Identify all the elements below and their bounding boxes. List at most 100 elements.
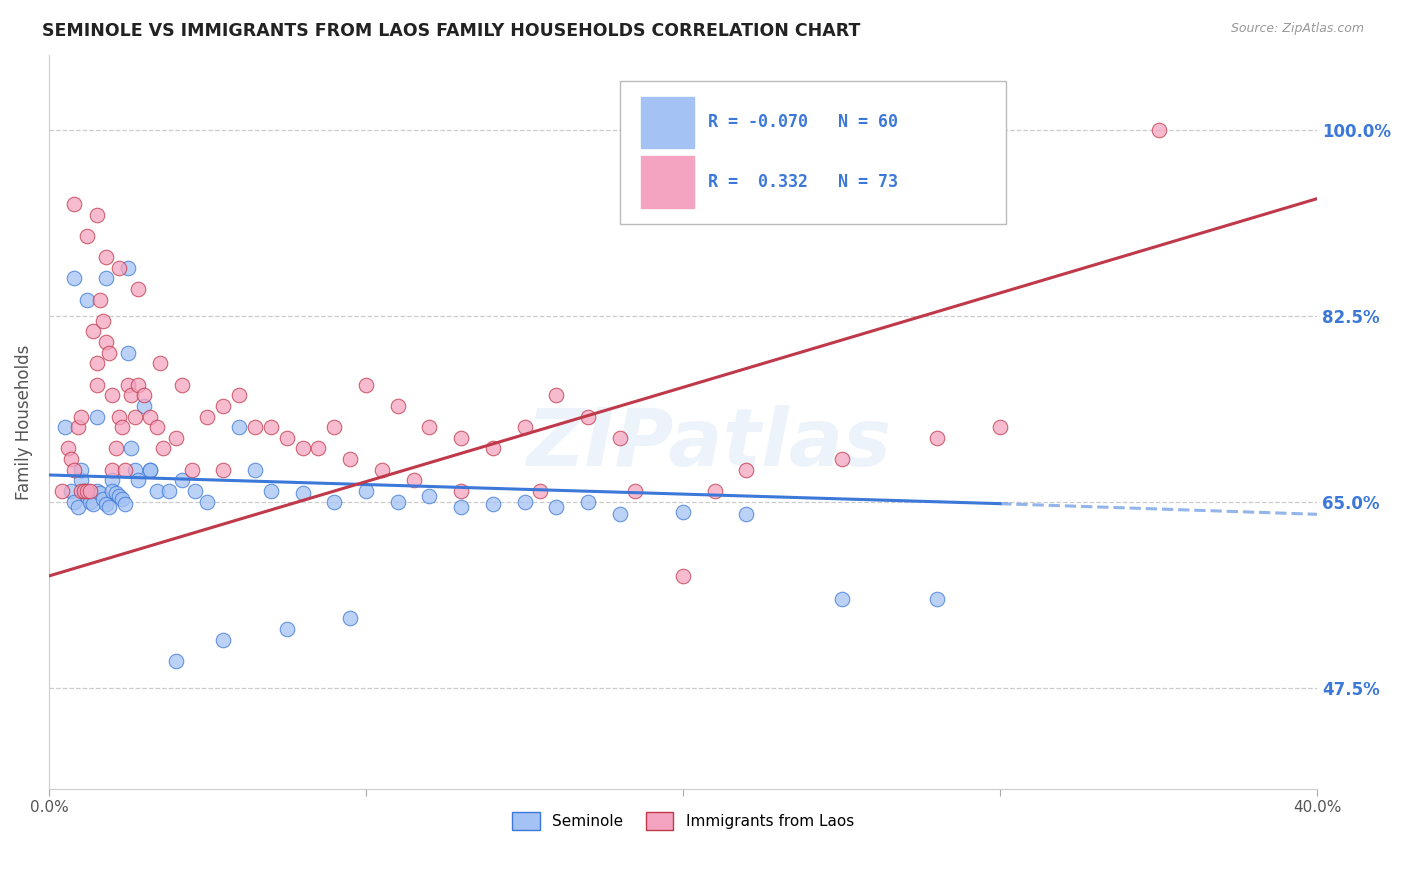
Point	[212, 463, 235, 477]
Point	[925, 431, 948, 445]
Point	[197, 494, 219, 508]
Point	[69, 473, 91, 487]
Point	[101, 483, 124, 498]
Point	[513, 420, 536, 434]
Legend: Seminole, Immigrants from Laos: Seminole, Immigrants from Laos	[506, 806, 860, 836]
Point	[276, 622, 298, 636]
Point	[339, 611, 361, 625]
Point	[831, 592, 853, 607]
Point	[735, 463, 758, 477]
Point	[111, 492, 134, 507]
Point	[76, 228, 98, 243]
Point	[735, 508, 758, 522]
Point	[98, 345, 121, 359]
Point	[228, 420, 250, 434]
Point	[354, 483, 377, 498]
Point	[124, 463, 146, 477]
Point	[576, 494, 599, 508]
Point	[703, 483, 725, 498]
Point	[212, 632, 235, 647]
Point	[91, 492, 114, 507]
Point	[165, 654, 187, 668]
Point	[91, 314, 114, 328]
Point	[307, 442, 329, 456]
Point	[371, 463, 394, 477]
Point	[107, 489, 129, 503]
Point	[180, 463, 202, 477]
Point	[323, 494, 346, 508]
Point	[51, 483, 73, 498]
Point	[120, 388, 142, 402]
Bar	[641, 97, 695, 148]
Point	[925, 592, 948, 607]
Point	[89, 293, 111, 307]
Point	[482, 442, 505, 456]
Point	[260, 483, 283, 498]
Point	[243, 420, 266, 434]
Point	[159, 483, 181, 498]
Point	[450, 500, 472, 514]
Point	[73, 483, 96, 498]
Point	[53, 420, 76, 434]
Point	[86, 409, 108, 424]
Point	[609, 508, 631, 522]
Point	[132, 388, 155, 402]
Point	[145, 420, 167, 434]
Point	[94, 271, 117, 285]
Point	[165, 431, 187, 445]
Point	[988, 420, 1011, 434]
Point	[1147, 122, 1170, 136]
Point	[114, 497, 136, 511]
Point	[132, 399, 155, 413]
Point	[63, 463, 86, 477]
Point	[482, 497, 505, 511]
Point	[152, 442, 174, 456]
Point	[228, 388, 250, 402]
Point	[291, 442, 314, 456]
Point	[98, 500, 121, 514]
Point	[529, 483, 551, 498]
Y-axis label: Family Households: Family Households	[15, 344, 32, 500]
Point	[86, 356, 108, 370]
Point	[672, 569, 695, 583]
Point	[546, 500, 568, 514]
Point	[387, 399, 409, 413]
Point	[212, 399, 235, 413]
Point	[66, 420, 89, 434]
Point	[609, 431, 631, 445]
Point	[546, 388, 568, 402]
Point	[387, 494, 409, 508]
Point	[56, 442, 79, 456]
Point	[402, 473, 425, 487]
Point	[69, 463, 91, 477]
Point	[184, 483, 207, 498]
Point	[76, 489, 98, 503]
Point	[124, 409, 146, 424]
Point	[66, 500, 89, 514]
Point	[117, 260, 139, 275]
Point	[114, 463, 136, 477]
Point	[79, 494, 101, 508]
Point	[82, 497, 104, 511]
Text: ZIPatlas: ZIPatlas	[526, 405, 891, 483]
Text: SEMINOLE VS IMMIGRANTS FROM LAOS FAMILY HOUSEHOLDS CORRELATION CHART: SEMINOLE VS IMMIGRANTS FROM LAOS FAMILY …	[42, 22, 860, 40]
Point	[418, 420, 440, 434]
Point	[107, 409, 129, 424]
Point	[450, 431, 472, 445]
Point	[139, 409, 162, 424]
Point	[76, 293, 98, 307]
Point	[94, 250, 117, 264]
Point	[94, 497, 117, 511]
Point	[76, 483, 98, 498]
Point	[73, 483, 96, 498]
Point	[69, 409, 91, 424]
Point	[323, 420, 346, 434]
Text: Source: ZipAtlas.com: Source: ZipAtlas.com	[1230, 22, 1364, 36]
Point	[101, 473, 124, 487]
Point	[276, 431, 298, 445]
Point	[127, 473, 149, 487]
Point	[172, 473, 194, 487]
Text: R =  0.332   N = 73: R = 0.332 N = 73	[709, 173, 898, 191]
Point	[127, 282, 149, 296]
Point	[69, 483, 91, 498]
